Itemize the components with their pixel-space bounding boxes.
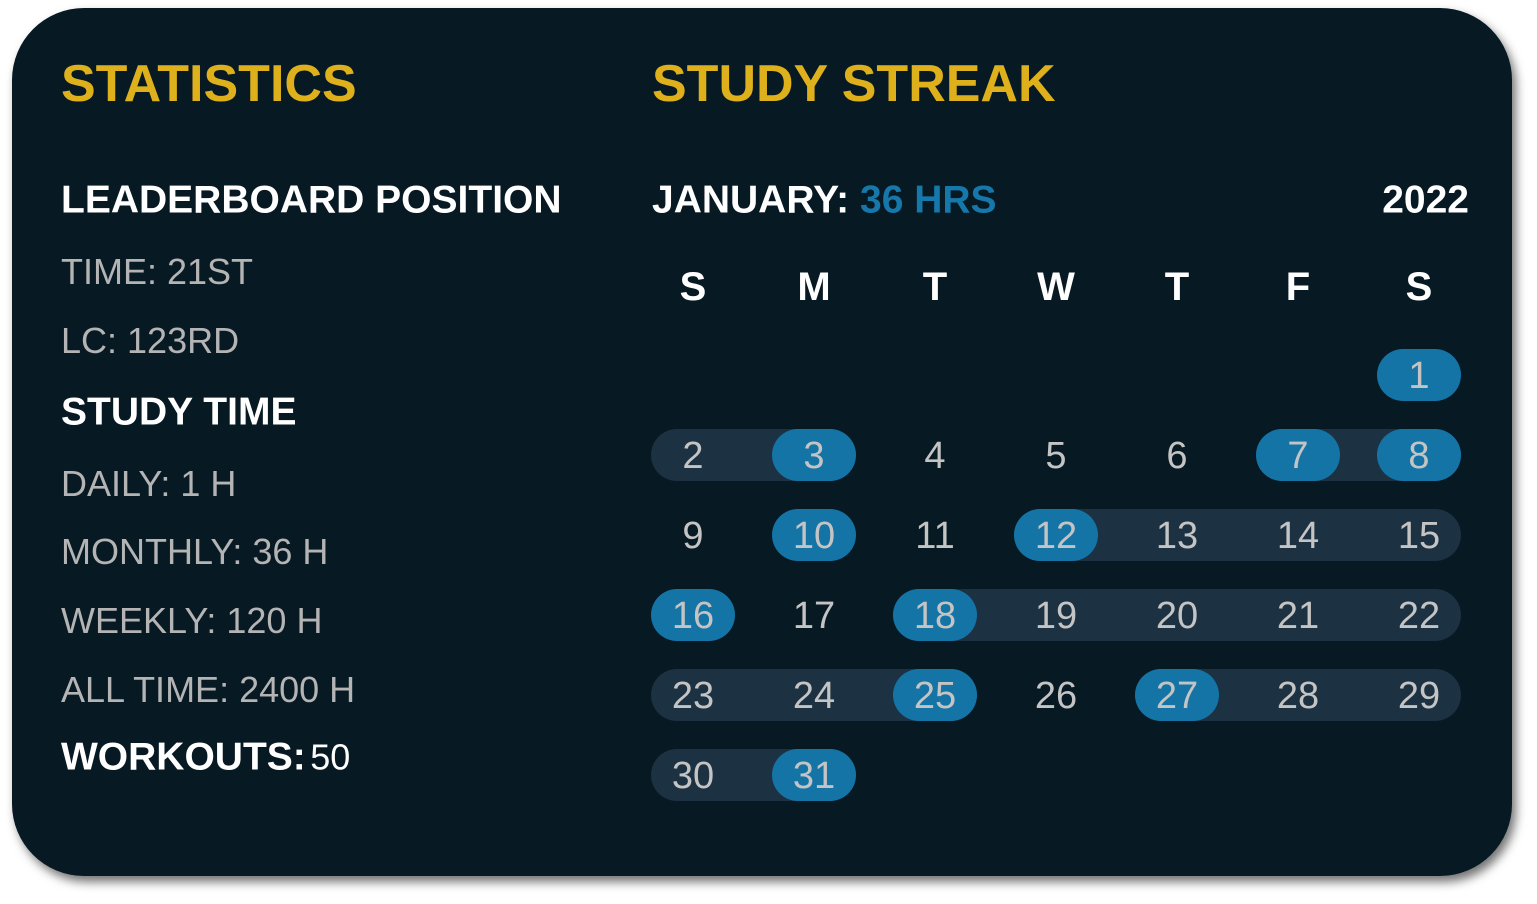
study-day-highlight: [1256, 429, 1340, 481]
calendar-day-19[interactable]: 19: [1034, 595, 1078, 637]
calendar-day-7[interactable]: 7: [1287, 435, 1309, 477]
weekday-label: F: [1285, 265, 1311, 309]
calendar-day-27[interactable]: 27: [1155, 675, 1199, 717]
calendar-day-1[interactable]: 1: [1408, 355, 1430, 397]
calendar-day-23[interactable]: 23: [671, 675, 715, 717]
study-time-heading: STUDY TIME: [61, 390, 297, 434]
weekday-label: T: [922, 265, 948, 309]
workouts-value: 50: [310, 736, 351, 778]
month-hours: 36 HRS: [860, 178, 997, 222]
workouts: WORKOUTS: 50: [61, 738, 350, 777]
calendar-day-18[interactable]: 18: [913, 595, 957, 637]
calendar-day-17[interactable]: 17: [792, 595, 836, 637]
calendar-day-22[interactable]: 22: [1397, 595, 1441, 637]
year-label: 2022: [1382, 178, 1469, 222]
calendar-day-6[interactable]: 6: [1166, 435, 1188, 477]
study-day-highlight: [1377, 349, 1461, 401]
study-day-highlight: [893, 669, 977, 721]
study-time-daily: DAILY: 1 H: [61, 463, 237, 504]
study-day-highlight: [1135, 669, 1219, 721]
calendar-day-8[interactable]: 8: [1408, 435, 1430, 477]
calendar-day-10[interactable]: 10: [792, 515, 836, 557]
calendar-day-31[interactable]: 31: [792, 755, 836, 797]
calendar-day-21[interactable]: 21: [1276, 595, 1320, 637]
calendar-day-15[interactable]: 15: [1397, 515, 1441, 557]
calendar-day-13[interactable]: 13: [1155, 515, 1199, 557]
calendar-day-9[interactable]: 9: [682, 515, 704, 557]
weekday-label: S: [1405, 265, 1433, 309]
calendar-day-4[interactable]: 4: [924, 435, 946, 477]
leaderboard-time: TIME: 21ST: [61, 251, 254, 292]
weekday-label: T: [1164, 265, 1190, 309]
calendar-day-11[interactable]: 11: [915, 515, 955, 557]
month-label: JANUARY:: [652, 178, 850, 222]
study-day-highlight: [772, 509, 856, 561]
study-time-monthly: MONTHLY: 36 H: [61, 531, 329, 572]
calendar-day-24[interactable]: 24: [792, 675, 836, 717]
calendar-day-2[interactable]: 2: [682, 435, 704, 477]
workouts-label: WORKOUTS:: [61, 735, 306, 779]
study-time-all-time: ALL TIME: 2400 H: [61, 669, 356, 710]
study-day-highlight: [772, 429, 856, 481]
leaderboard-lc: LC: 123RD: [61, 320, 240, 361]
study-day-highlight: [893, 589, 977, 641]
study-day-highlight: [1377, 429, 1461, 481]
calendar-day-16[interactable]: 16: [671, 595, 715, 637]
calendar-day-30[interactable]: 30: [671, 755, 715, 797]
statistics-title: STATISTICS: [61, 55, 357, 113]
calendar-day-14[interactable]: 14: [1276, 515, 1320, 557]
study-day-highlight: [1014, 509, 1098, 561]
calendar-day-29[interactable]: 29: [1397, 675, 1441, 717]
calendar-day-5[interactable]: 5: [1045, 435, 1067, 477]
weekday-label: M: [797, 265, 831, 309]
calendar-day-28[interactable]: 28: [1276, 675, 1320, 717]
streak-band: [893, 589, 1461, 641]
leaderboard-heading: LEADERBOARD POSITION: [61, 178, 562, 222]
study-time-weekly: WEEKLY: 120 H: [61, 600, 323, 641]
weekday-label: S: [679, 265, 707, 309]
calendar-day-26[interactable]: 26: [1034, 675, 1078, 717]
calendar-day-12[interactable]: 12: [1034, 515, 1078, 557]
calendar-day-3[interactable]: 3: [803, 435, 825, 477]
study-day-highlight: [651, 589, 735, 641]
month-summary: JANUARY: 36 HRS: [652, 181, 997, 220]
weekday-label: W: [1037, 265, 1075, 309]
calendar-day-25[interactable]: 25: [913, 675, 957, 717]
study-day-highlight: [772, 749, 856, 801]
study-streak-title: STUDY STREAK: [652, 55, 1056, 113]
calendar-day-20[interactable]: 20: [1155, 595, 1199, 637]
